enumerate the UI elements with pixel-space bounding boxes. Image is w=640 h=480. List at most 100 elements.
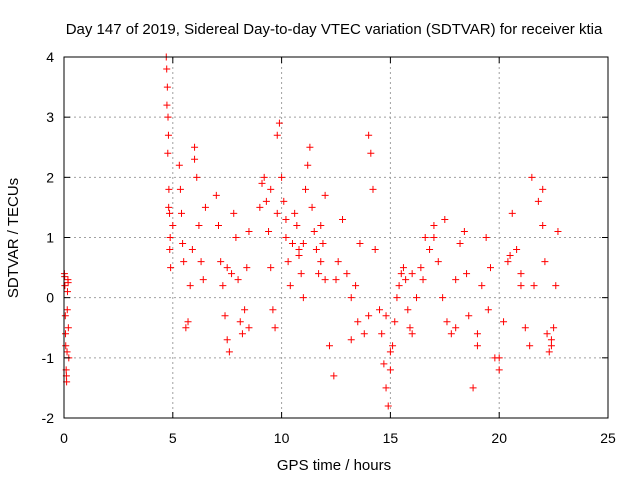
data-point — [312, 246, 320, 254]
data-point — [195, 221, 203, 229]
data-point — [517, 282, 525, 290]
data-point — [402, 276, 410, 284]
data-point — [63, 288, 71, 296]
data-point — [478, 282, 486, 290]
data-point — [526, 342, 534, 350]
data-point — [343, 270, 351, 278]
y-tick-label: 3 — [46, 109, 54, 125]
data-point — [397, 270, 405, 278]
data-point — [473, 342, 481, 350]
data-point — [62, 342, 70, 350]
data-point — [463, 270, 471, 278]
data-point — [550, 324, 558, 332]
data-point — [175, 161, 183, 169]
data-point — [212, 191, 220, 199]
data-point — [63, 306, 71, 314]
data-point — [236, 318, 244, 326]
data-point — [426, 246, 434, 254]
data-point — [223, 264, 231, 272]
data-point — [469, 384, 477, 392]
y-tick-label: 2 — [46, 169, 54, 185]
y-tick-label: 4 — [46, 49, 54, 65]
data-point — [306, 143, 314, 151]
data-point — [376, 306, 384, 314]
data-point — [528, 173, 536, 181]
data-point — [221, 312, 229, 320]
grid-layer — [64, 57, 608, 418]
data-point — [352, 282, 360, 290]
data-point — [166, 209, 174, 217]
data-point — [547, 342, 555, 350]
data-point — [384, 402, 392, 410]
x-tick-label: 10 — [274, 430, 290, 446]
data-point — [421, 234, 429, 241]
data-point — [413, 294, 421, 302]
y-axis-ticks: -2 -1 0 1 2 3 4 — [42, 49, 608, 426]
x-tick-label: 25 — [600, 430, 616, 446]
data-point — [545, 348, 553, 356]
data-point — [317, 258, 325, 266]
data-point — [201, 203, 209, 211]
data-point — [334, 258, 342, 266]
data-point — [260, 173, 268, 181]
y-tick-label: 1 — [46, 230, 54, 246]
data-point — [473, 330, 481, 338]
data-point — [367, 149, 375, 157]
data-point — [297, 270, 305, 278]
data-point — [321, 191, 329, 199]
data-point — [178, 209, 186, 217]
data-point — [241, 306, 249, 314]
data-point — [547, 336, 555, 344]
data-point — [243, 264, 251, 272]
data-point — [163, 65, 171, 73]
chart-title: Day 147 of 2019, Sidereal Day-to-day VTE… — [66, 21, 603, 38]
data-point — [419, 276, 427, 284]
data-point — [347, 336, 355, 344]
x-axis-ticks: 0 5 10 15 20 25 — [60, 57, 616, 446]
x-tick-label: 5 — [169, 430, 177, 446]
data-point — [408, 270, 416, 278]
data-point — [339, 215, 347, 223]
data-point — [186, 282, 194, 290]
data-point — [500, 318, 508, 326]
data-point — [308, 203, 316, 211]
data-point — [295, 252, 303, 260]
data-point — [310, 227, 318, 235]
x-axis-label: GPS time / hours — [277, 457, 391, 474]
data-point — [179, 240, 187, 248]
data-point — [460, 227, 468, 235]
data-point — [232, 234, 240, 241]
data-point — [64, 279, 72, 287]
data-point — [441, 215, 449, 223]
data-point — [513, 246, 521, 254]
data-point — [406, 324, 414, 332]
data-point — [197, 258, 205, 266]
data-point — [265, 227, 273, 235]
data-point — [391, 318, 399, 326]
data-point — [284, 258, 292, 266]
data-point — [184, 318, 192, 326]
x-tick-label: 0 — [60, 430, 68, 446]
data-point — [452, 324, 460, 332]
data-point — [382, 312, 390, 320]
y-tick-label: -1 — [42, 350, 55, 366]
y-axis-label: SDTVAR / TECUs — [5, 178, 22, 298]
data-point — [517, 270, 525, 278]
data-point — [169, 221, 177, 229]
data-point — [61, 312, 69, 320]
data-point — [228, 270, 236, 278]
data-point — [293, 221, 301, 229]
data-point — [273, 209, 281, 217]
data-points — [60, 53, 562, 410]
data-point — [164, 131, 172, 139]
data-point — [278, 173, 286, 181]
data-point — [267, 185, 275, 193]
data-point — [439, 294, 447, 302]
data-point — [214, 221, 222, 229]
data-point — [380, 360, 388, 368]
data-point — [188, 246, 196, 254]
data-point — [282, 234, 290, 241]
data-point — [378, 330, 386, 338]
data-point — [354, 318, 362, 326]
data-point — [230, 209, 238, 217]
